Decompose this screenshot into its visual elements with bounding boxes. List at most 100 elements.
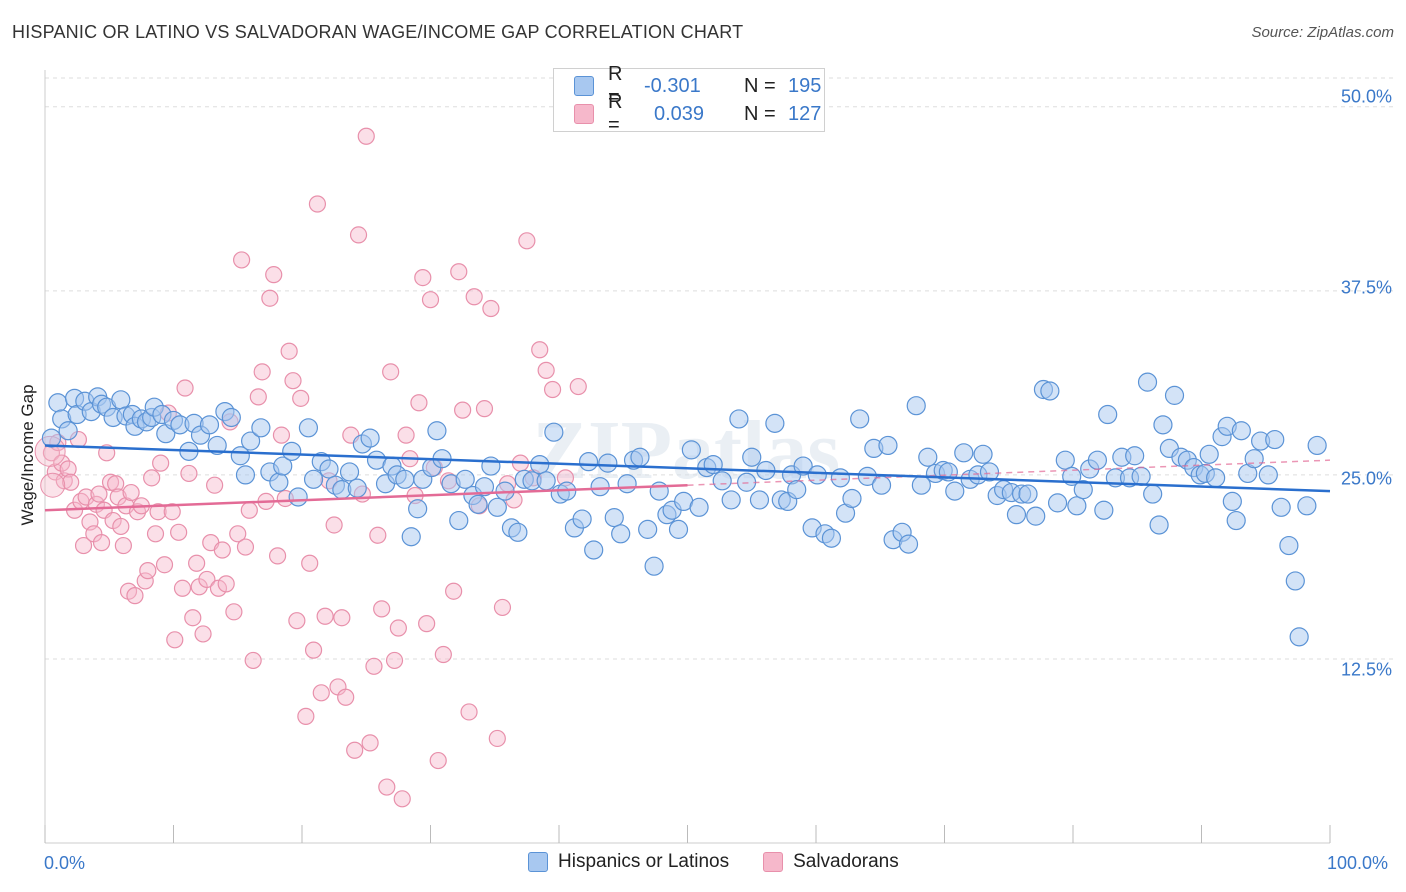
legend-n-label: N = [744, 102, 776, 125]
salvadoran-point [429, 751, 447, 770]
hispanic-point [1098, 404, 1118, 425]
salvadoran-point [176, 379, 194, 397]
legend-label: Salvadorans [793, 851, 899, 872]
trend-lines [44, 444, 1331, 512]
hispanic-point [1040, 381, 1060, 401]
salvadoran-point [421, 291, 440, 309]
hispanic-point [1067, 496, 1087, 516]
salvadoran-point [206, 476, 224, 494]
hispanic-point [41, 428, 62, 448]
hispanic-point [742, 447, 762, 467]
hispanic-point [945, 481, 965, 501]
hispanic-point [721, 490, 741, 510]
hispanic-point [111, 390, 131, 410]
salvadoran-point [249, 388, 267, 406]
y-tick-label: 50.0% [1340, 86, 1392, 107]
hispanic-point [649, 481, 669, 501]
hispanic-point [339, 462, 360, 482]
salvadoran-point [146, 525, 165, 543]
hispanic-point [1206, 468, 1226, 488]
salvadoran-point [357, 127, 375, 145]
legend-swatch-pink [574, 104, 594, 124]
salvadoran-point [62, 473, 80, 491]
hispanic-point [1149, 515, 1169, 535]
hispanic-point [1222, 491, 1242, 512]
salvadoran-point [233, 251, 251, 269]
legend-label: Hispanics or Latinos [558, 851, 730, 872]
salvadoran-point [59, 460, 77, 478]
hispanic-point [857, 466, 878, 486]
salvadoran-point [349, 226, 368, 244]
hispanic-point [1131, 466, 1151, 486]
salvadoran-point [163, 503, 181, 521]
salvadoran-point [136, 572, 154, 590]
salvadoran-point [139, 562, 157, 580]
hispanic-point [630, 447, 650, 467]
salvadoran-point [316, 607, 334, 625]
correlation-legend: R = -0.301 N = 195 R = 0.039 N = 127 [553, 63, 825, 136]
salvadoran-point [365, 657, 383, 675]
salvadoran-point [229, 525, 247, 543]
hispanic-point [821, 528, 842, 548]
salvadoran-point [337, 688, 355, 706]
salvadoran-point [304, 641, 323, 659]
salvadoran-point [143, 469, 161, 487]
hispanics-points [41, 372, 1327, 647]
hispanic-point [878, 435, 898, 456]
salvadoran-point [272, 426, 291, 444]
salvadoran-point [46, 463, 64, 481]
hispanic-point [729, 409, 749, 429]
salvadoran-point [244, 651, 262, 670]
salvadoran-point [292, 389, 310, 407]
y-axis-label: Wage/Income Gap [18, 384, 37, 526]
hispanic-point [241, 431, 261, 451]
legend-r-label: R = [608, 63, 623, 108]
salvadoran-point [194, 625, 212, 643]
salvadoran-point [122, 483, 140, 502]
series-legend: Hispanics or Latinos Salvadorans [528, 851, 933, 873]
hispanic-point [235, 465, 256, 485]
hispanic-point [979, 462, 1000, 482]
legend-item-hispanics: Hispanics or Latinos [528, 851, 729, 873]
hispanic-point [319, 459, 339, 479]
salvadoran-point [253, 363, 271, 381]
hispanic-point [1143, 484, 1163, 504]
hispanic-point [1047, 493, 1068, 513]
salvadoran-point [149, 503, 167, 521]
salvadoran-point [155, 556, 174, 574]
salvadoran-point [465, 288, 483, 306]
y-tick-label: 37.5% [1340, 277, 1392, 298]
hispanic-point [1164, 385, 1185, 405]
salvadoran-point [414, 269, 432, 287]
hispanic-point [830, 468, 851, 488]
hispanic-point [251, 418, 271, 438]
hispanic-point [221, 407, 241, 428]
hispanic-point [918, 447, 938, 467]
hispanic-point [644, 556, 664, 576]
hispanic-point [973, 444, 993, 464]
legend-swatch-pink [763, 852, 784, 872]
salvadoran-point [288, 612, 306, 630]
hispanic-point [360, 428, 380, 448]
salvadoran-point [346, 741, 364, 759]
salvadoran-point [74, 536, 93, 555]
hispanic-point [199, 415, 220, 435]
salvadoran-point [325, 516, 343, 534]
hispanic-point [871, 475, 892, 495]
hispanic-point [449, 510, 469, 531]
salvadoran-point [410, 394, 428, 412]
salvadoran-point [373, 600, 391, 618]
salvadoran-point [217, 575, 235, 593]
hispanic-point [584, 540, 604, 560]
hispanic-point [1231, 421, 1251, 441]
salvadoran-point [397, 426, 415, 444]
hispanic-point [530, 454, 550, 475]
hispanic-point [1073, 480, 1093, 500]
hispanic-point [617, 474, 637, 494]
hispanic-point [1125, 446, 1145, 466]
salvadoran-point [53, 454, 71, 472]
hispanic-point [1094, 500, 1114, 520]
salvadoran-point [385, 651, 404, 670]
salvadoran-point [180, 464, 198, 483]
